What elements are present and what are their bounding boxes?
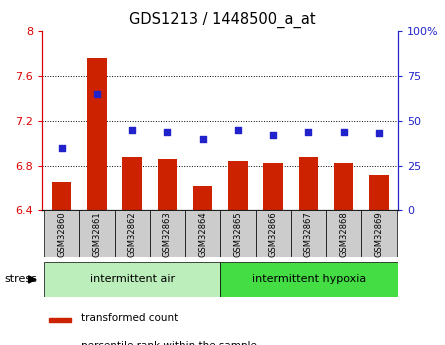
Point [129, 127, 136, 132]
Bar [44, 262, 220, 297]
Text: GSM32861: GSM32861 [93, 211, 101, 257]
Text: GSM32863: GSM32863 [163, 211, 172, 257]
Text: GSM32865: GSM32865 [233, 211, 243, 257]
Point [93, 91, 101, 97]
Bar [79, 210, 114, 257]
Text: GSM32862: GSM32862 [128, 211, 137, 257]
Bar [52, 183, 71, 210]
Bar [361, 210, 396, 257]
Point [270, 132, 277, 138]
Bar [220, 262, 398, 297]
Bar [150, 210, 185, 257]
Text: GSM32869: GSM32869 [374, 211, 384, 257]
Bar [87, 58, 107, 210]
Text: percentile rank within the sample: percentile rank within the sample [81, 342, 257, 345]
Bar [122, 157, 142, 210]
Text: stress: stress [4, 275, 37, 284]
Bar [228, 161, 247, 210]
Point [199, 136, 206, 141]
Bar [193, 186, 212, 210]
Point [164, 129, 171, 134]
Text: GSM32868: GSM32868 [339, 211, 348, 257]
Text: intermittent hypoxia: intermittent hypoxia [252, 275, 366, 284]
Text: GSM32864: GSM32864 [198, 211, 207, 257]
Bar [326, 210, 361, 257]
Bar [158, 159, 177, 210]
Bar [369, 175, 388, 210]
Bar [263, 163, 283, 210]
Bar [291, 210, 326, 257]
Text: GSM32860: GSM32860 [57, 211, 66, 257]
Text: GSM32867: GSM32867 [304, 211, 313, 257]
Point [58, 145, 65, 150]
Bar [49, 318, 71, 322]
Bar [44, 210, 79, 257]
Text: GSM32866: GSM32866 [269, 211, 278, 257]
Point [340, 129, 347, 134]
Bar [185, 210, 220, 257]
Bar [255, 210, 291, 257]
Bar [114, 210, 150, 257]
Point [375, 130, 382, 136]
Bar [334, 163, 353, 210]
Text: intermittent air: intermittent air [89, 275, 175, 284]
Bar [220, 210, 255, 257]
Point [305, 129, 312, 134]
Point [235, 127, 242, 132]
Bar [299, 157, 318, 210]
Text: transformed count: transformed count [81, 314, 179, 323]
Text: GDS1213 / 1448500_a_at: GDS1213 / 1448500_a_at [129, 12, 316, 28]
